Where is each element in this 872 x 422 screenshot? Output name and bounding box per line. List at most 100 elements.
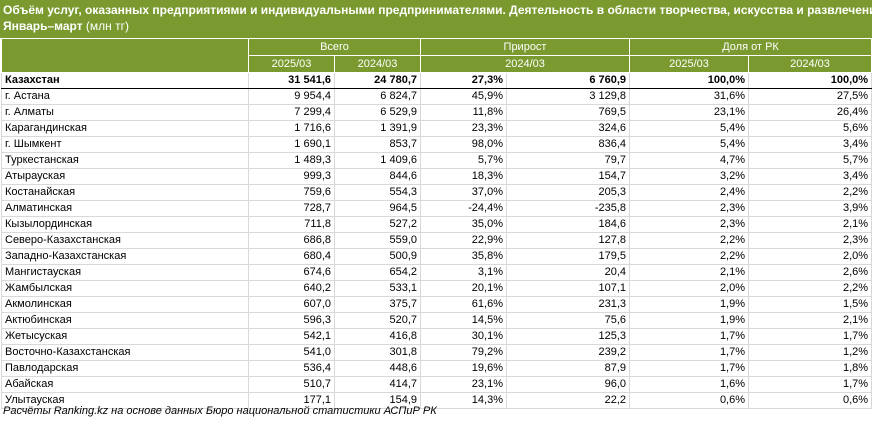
share-2025-cell: 100,0% [629, 72, 750, 89]
share-2024-cell: 5,6% [748, 120, 872, 137]
value-2024-cell: 853,7 [334, 136, 421, 153]
growth-percent-cell: 27,3% [420, 72, 507, 89]
share-2024-cell: 2,6% [748, 264, 872, 281]
value-2024-cell: 520,7 [334, 312, 421, 329]
growth-absolute-cell: 324,6 [505, 120, 631, 137]
share-2025-cell: 2,3% [629, 216, 750, 233]
growth-percent-cell: 18,3% [420, 168, 507, 185]
share-2024-cell: 0,6% [748, 392, 872, 409]
growth-absolute-cell: 239,2 [505, 344, 631, 361]
table-row: Костанайская 759,6 554,3 37,0% 205,3 2,4% 2,2% [1, 184, 872, 201]
value-2024-cell: 6 529,9 [334, 104, 421, 121]
growth-absolute-cell: 184,6 [505, 216, 631, 233]
table-row: Акмолинская 607,0 375,7 61,6% 231,3 1,9% 1,5% [1, 296, 872, 313]
region-name-cell: Абайская [1, 376, 249, 393]
value-2024-cell: 500,9 [334, 248, 421, 265]
value-2024-cell: 964,5 [334, 200, 421, 217]
header-empty-cell [1, 38, 249, 73]
data-table: Всего Прирост Доля от РК 2025/03 2024/03… [1, 38, 872, 409]
table-row: Жетысуская 542,1 416,8 30,1% 125,3 1,7% 1,7% [1, 328, 872, 345]
value-2024-cell: 654,2 [334, 264, 421, 281]
share-2024-cell: 3,4% [748, 136, 872, 153]
value-2024-cell: 1 391,9 [334, 120, 421, 137]
region-name-cell: Атырауская [1, 168, 249, 185]
value-2025-cell: 607,0 [248, 296, 335, 313]
growth-absolute-cell: 79,7 [505, 152, 631, 169]
header-total-group: Всего [248, 38, 421, 56]
growth-absolute-cell: 125,3 [505, 328, 631, 345]
table-row: Абайская 510,7 414,7 23,1% 96,0 1,6% 1,7% [1, 376, 872, 393]
value-2024-cell: 24 780,7 [334, 72, 421, 89]
share-2024-cell: 1,2% [748, 344, 872, 361]
table-row-total: Казахстан 31 541,6 24 780,7 27,3% 6 760,9 100… [1, 72, 872, 89]
period-label: Январь–март [3, 19, 83, 33]
share-2025-cell: 2,2% [629, 232, 750, 249]
share-2024-cell: 2,2% [748, 280, 872, 297]
share-2024-cell: 1,7% [748, 328, 872, 345]
header-share-group: Доля от РК [629, 38, 872, 56]
growth-absolute-cell: 836,4 [505, 136, 631, 153]
growth-absolute-cell: 3 129,8 [505, 88, 631, 105]
share-2024-cell: 1,5% [748, 296, 872, 313]
region-name-cell: Казахстан [1, 72, 249, 89]
region-name-cell: Жамбылская [1, 280, 249, 297]
growth-absolute-cell: 22,2 [505, 392, 631, 409]
header-growth-group: Прирост [419, 38, 631, 56]
growth-absolute-cell: -235,8 [505, 200, 631, 217]
growth-percent-cell: 61,6% [420, 296, 507, 313]
growth-absolute-cell: 154,7 [505, 168, 631, 185]
region-name-cell: Восточно-Казахстанская [1, 344, 249, 361]
table-row: Улытауская 177,1 154,9 14,3% 22,2 0,6% 0,6% [1, 392, 872, 409]
value-2025-cell: 596,3 [248, 312, 335, 329]
value-2025-cell: 536,4 [248, 360, 335, 377]
share-2025-cell: 1,7% [629, 360, 750, 377]
share-2025-cell: 3,2% [629, 168, 750, 185]
growth-absolute-cell: 127,8 [505, 232, 631, 249]
value-2025-cell: 680,4 [248, 248, 335, 265]
value-2024-cell: 375,7 [334, 296, 421, 313]
growth-percent-cell: 37,0% [420, 184, 507, 201]
value-2025-cell: 711,8 [248, 216, 335, 233]
share-2025-cell: 2,0% [629, 280, 750, 297]
table-subtitle: Январь–март (млн тг) [3, 18, 869, 34]
share-2024-cell: 2,3% [748, 232, 872, 249]
table-header-banner: Объём услуг, оказанных предприятиями и и… [0, 0, 872, 38]
region-name-cell: Алматинская [1, 200, 249, 217]
value-2024-cell: 416,8 [334, 328, 421, 345]
growth-absolute-cell: 231,3 [505, 296, 631, 313]
value-2025-cell: 728,7 [248, 200, 335, 217]
share-2025-cell: 2,4% [629, 184, 750, 201]
value-2025-cell: 1 690,1 [248, 136, 335, 153]
table-row: Кызылординская 711,8 527,2 35,0% 184,6 2,3% 2,… [1, 216, 872, 233]
source-footnote: Расчёты Ranking.kz на основе данных Бюро… [3, 405, 437, 417]
region-name-cell: г. Астана [1, 88, 249, 105]
share-2025-cell: 23,1% [629, 104, 750, 121]
table-row: Павлодарская 536,4 448,6 19,6% 87,9 1,7% 1,8% [1, 360, 872, 377]
share-2025-cell: 1,6% [629, 376, 750, 393]
share-2024-cell: 2,0% [748, 248, 872, 265]
growth-absolute-cell: 107,1 [505, 280, 631, 297]
region-name-cell: Акмолинская [1, 296, 249, 313]
growth-percent-cell: -24,4% [420, 200, 507, 217]
growth-absolute-cell: 20,4 [505, 264, 631, 281]
growth-absolute-cell: 75,6 [505, 312, 631, 329]
value-2024-cell: 301,8 [334, 344, 421, 361]
region-name-cell: Северо-Казахстанская [1, 232, 249, 249]
table-body: Казахстан 31 541,6 24 780,7 27,3% 6 760,9 100… [1, 72, 872, 409]
growth-absolute-cell: 205,3 [505, 184, 631, 201]
region-name-cell: Костанайская [1, 184, 249, 201]
region-name-cell: Кызылординская [1, 216, 249, 233]
share-2024-cell: 2,1% [748, 312, 872, 329]
value-2025-cell: 1 489,3 [248, 152, 335, 169]
table-row: Западно-Казахстанская 680,4 500,9 35,8% 179,… [1, 248, 872, 265]
growth-percent-cell: 5,7% [420, 152, 507, 169]
value-2025-cell: 640,2 [248, 280, 335, 297]
table-row: Северо-Казахстанская 686,8 559,0 22,9% 127,8… [1, 232, 872, 249]
share-2024-cell: 1,8% [748, 360, 872, 377]
growth-percent-cell: 20,1% [420, 280, 507, 297]
value-2025-cell: 177,1 [248, 392, 335, 409]
region-name-cell: г. Алматы [1, 104, 249, 121]
value-2025-cell: 7 299,4 [248, 104, 335, 121]
growth-percent-cell: 30,1% [420, 328, 507, 345]
share-2025-cell: 2,1% [629, 264, 750, 281]
